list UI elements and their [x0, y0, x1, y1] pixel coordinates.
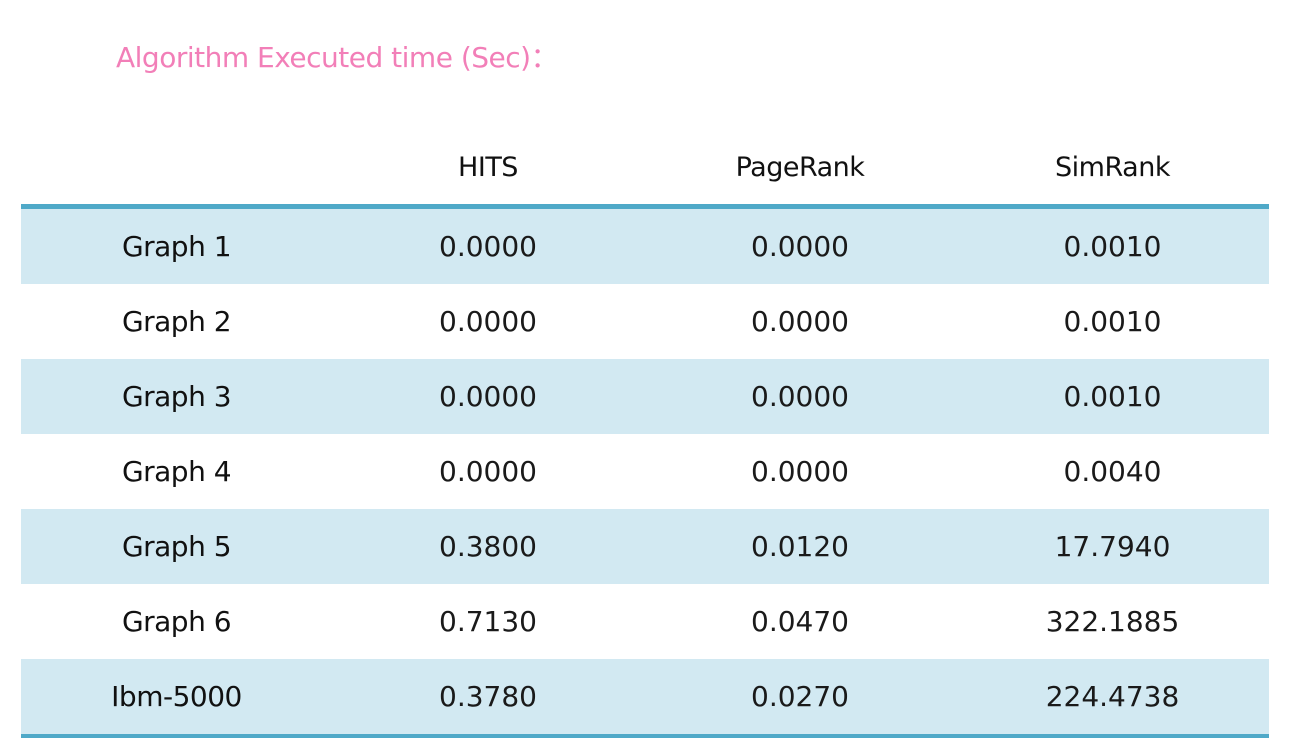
table-row: Graph 5 0.3800 0.0120 17.7940	[21, 509, 1269, 584]
table-row: Graph 1 0.0000 0.0000 0.0010	[21, 206, 1269, 284]
table-row: Graph 2 0.0000 0.0000 0.0010	[21, 284, 1269, 359]
cell-hits: 0.3780	[332, 659, 644, 738]
row-label: Graph 5	[21, 509, 332, 584]
cell-simrank: 322.1885	[956, 584, 1269, 659]
header-simrank: SimRank	[956, 131, 1269, 209]
cell-pagerank: 0.0470	[644, 584, 956, 659]
cell-hits: 0.0000	[332, 284, 644, 359]
cell-hits: 0.0000	[332, 206, 644, 284]
table-row: Graph 4 0.0000 0.0000 0.0040	[21, 434, 1269, 509]
table-row: Graph 3 0.0000 0.0000 0.0010	[21, 359, 1269, 434]
cell-pagerank: 0.0000	[644, 434, 956, 509]
row-label: Graph 6	[21, 584, 332, 659]
execution-time-table: HITS PageRank SimRank Graph 1 0.0000 0.0…	[21, 131, 1269, 738]
cell-pagerank: 0.0120	[644, 509, 956, 584]
header-empty	[21, 131, 332, 209]
row-label: Graph 3	[21, 359, 332, 434]
execution-time-table-container: HITS PageRank SimRank Graph 1 0.0000 0.0…	[21, 131, 1269, 738]
cell-simrank: 0.0010	[956, 359, 1269, 434]
row-label: Graph 1	[21, 206, 332, 284]
cell-simrank: 224.4738	[956, 659, 1269, 738]
cell-hits: 0.0000	[332, 434, 644, 509]
header-row: HITS PageRank SimRank	[21, 131, 1269, 209]
cell-pagerank: 0.0000	[644, 206, 956, 284]
cell-pagerank: 0.0270	[644, 659, 956, 738]
cell-simrank: 17.7940	[956, 509, 1269, 584]
table-row: Ibm-5000 0.3780 0.0270 224.4738	[21, 659, 1269, 738]
row-label: Graph 4	[21, 434, 332, 509]
row-label: Graph 2	[21, 284, 332, 359]
cell-simrank: 0.0040	[956, 434, 1269, 509]
cell-hits: 0.0000	[332, 359, 644, 434]
page-title: Algorithm Executed time (Sec)：	[116, 41, 559, 74]
cell-hits: 0.3800	[332, 509, 644, 584]
cell-pagerank: 0.0000	[644, 284, 956, 359]
cell-pagerank: 0.0000	[644, 359, 956, 434]
cell-simrank: 0.0010	[956, 284, 1269, 359]
table-row: Graph 6 0.7130 0.0470 322.1885	[21, 584, 1269, 659]
row-label: Ibm-5000	[21, 659, 332, 738]
header-hits: HITS	[332, 131, 644, 209]
cell-simrank: 0.0010	[956, 206, 1269, 284]
cell-hits: 0.7130	[332, 584, 644, 659]
header-pagerank: PageRank	[644, 131, 956, 209]
